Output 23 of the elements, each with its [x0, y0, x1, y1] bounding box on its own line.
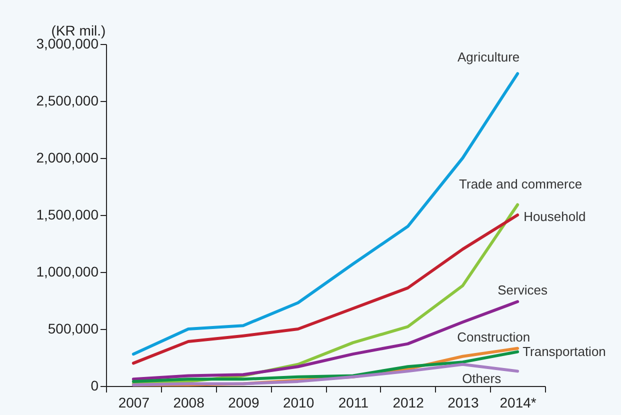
x-tick-label: 2011 [338, 394, 369, 410]
line-series [132, 362, 520, 386]
y-axis-title: (KR mil.) [51, 22, 106, 38]
series-label: Agriculture [457, 50, 520, 65]
y-tick-label: 0 [90, 378, 99, 394]
x-tick-label: 2008 [173, 394, 205, 410]
x-tick-label: 2007 [118, 394, 150, 410]
series-label: Services [498, 282, 548, 298]
y-tick-label: 1,000,000 [36, 264, 99, 280]
series-label: Others [462, 371, 502, 386]
x-tick-label: 2010 [282, 394, 314, 410]
series-label: Transportation [522, 344, 606, 359]
y-tick-label: 500,000 [48, 320, 99, 336]
y-tick-label: 1,500,000 [36, 206, 99, 222]
series-label: Household [524, 209, 586, 224]
y-tick-label: 2,500,000 [36, 92, 99, 108]
x-tick-label: 2012 [392, 394, 424, 410]
y-tick-label: 2,000,000 [36, 150, 99, 166]
x-tick-label: 2014* [500, 394, 537, 410]
series-label: Construction [457, 329, 530, 344]
series-label: Trade and commerce [459, 176, 582, 192]
x-tick-label: 2013 [448, 394, 479, 410]
x-tick-label: 2009 [228, 394, 260, 410]
